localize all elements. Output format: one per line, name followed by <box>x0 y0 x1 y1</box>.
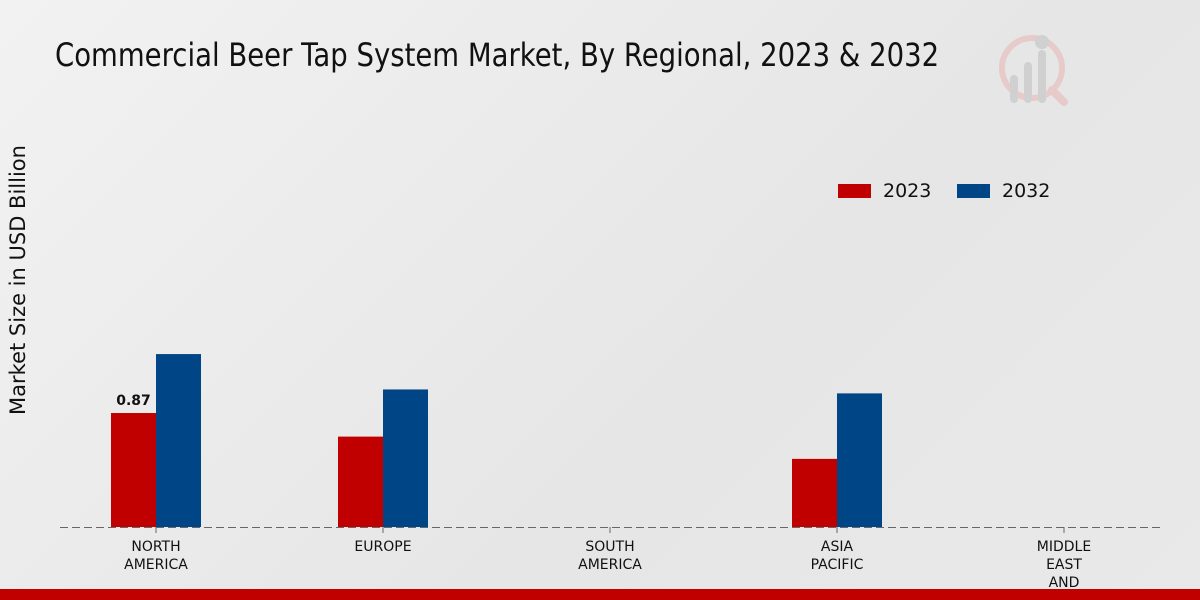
legend-swatch-2032 <box>957 184 990 198</box>
bar-2023-north-america <box>111 413 156 527</box>
x-tick-label: ASIA PACIFIC <box>811 539 864 573</box>
bar-2032-europe <box>383 389 428 527</box>
bar-2032-north-america <box>156 354 201 527</box>
footer-bar <box>0 589 1200 600</box>
data-label: 0.87 <box>116 393 151 409</box>
watermark-logo-icon <box>999 35 1068 106</box>
bar-2023-asia-pacific <box>792 458 837 527</box>
legend-item-2032: 2032 <box>957 180 1050 202</box>
legend-label-2032: 2032 <box>1002 180 1051 202</box>
x-tick-label: EUROPE <box>354 539 411 555</box>
legend-item-2023: 2023 <box>838 180 931 202</box>
x-tick-label: SOUTH AMERICA <box>578 539 642 573</box>
x-tick-label: NORTH AMERICA <box>124 539 188 573</box>
bar-2032-asia-pacific <box>837 393 882 527</box>
bar-2023-europe <box>338 436 383 527</box>
legend-label-2023: 2023 <box>883 180 932 202</box>
chart-title: Commercial Beer Tap System Market, By Re… <box>55 36 940 74</box>
legend-swatch-2023 <box>838 184 871 198</box>
